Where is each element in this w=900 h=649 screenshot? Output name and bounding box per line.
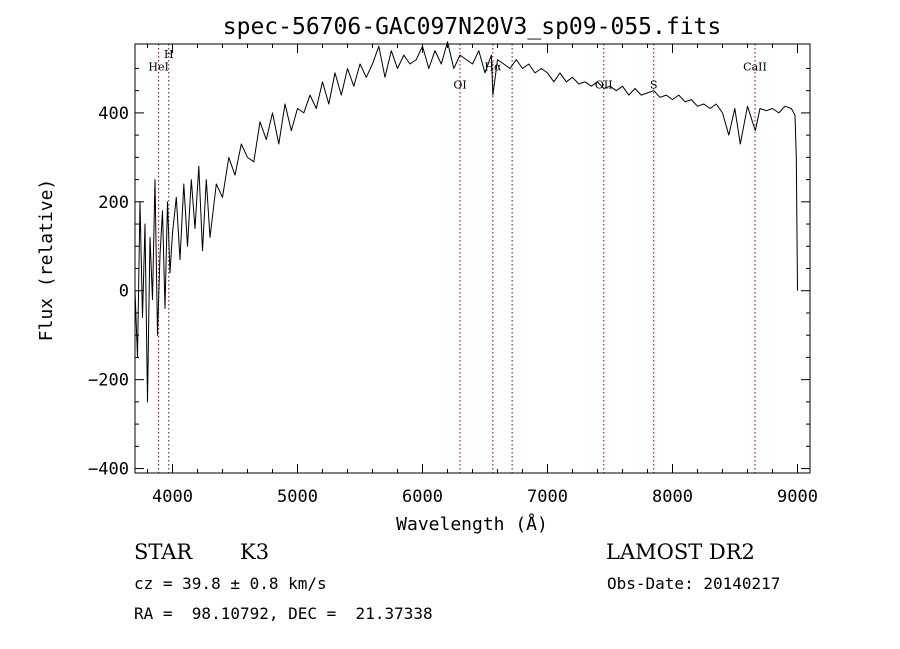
object-subclass: K3 [240, 540, 270, 564]
y-axis-label: Flux (relative) [36, 179, 57, 342]
y-tick-label: −200 [88, 371, 129, 391]
line-label: OII [595, 78, 613, 91]
x-tick-label: 7000 [527, 487, 568, 507]
object-class: STAR [134, 540, 193, 564]
y-tick-label: 400 [98, 104, 129, 124]
x-tick-label: 9000 [777, 487, 818, 507]
plot-frame [134, 43, 811, 474]
redshift-text: cz = 39.8 ± 0.8 km/s [134, 574, 327, 593]
x-axis-label: Wavelength (Å) [396, 513, 548, 535]
x-tick-label: 4000 [152, 487, 193, 507]
line-label: S [650, 78, 658, 91]
line-label: Hα [484, 61, 502, 74]
spectrum-line [134, 41, 798, 403]
y-tick-label: 0 [119, 282, 129, 302]
line-label: HeI [148, 61, 168, 74]
observation-date: Obs-Date: 20140217 [607, 574, 781, 593]
y-tick-label: −400 [88, 460, 129, 480]
x-tick-label: 6000 [402, 487, 443, 507]
chart-title: spec-56706-GAC097N20V3_sp09-055.fits [223, 14, 722, 40]
line-label: OI [453, 78, 466, 91]
line-label: H [164, 48, 174, 61]
coordinates-text: RA = 98.10792, DEC = 21.37338 [134, 604, 433, 623]
line-label: CaII [743, 61, 767, 74]
y-tick-label: 200 [98, 193, 129, 213]
x-tick-label: 8000 [652, 487, 693, 507]
x-tick-label: 5000 [277, 487, 318, 507]
survey-name: LAMOST DR2 [606, 540, 755, 564]
